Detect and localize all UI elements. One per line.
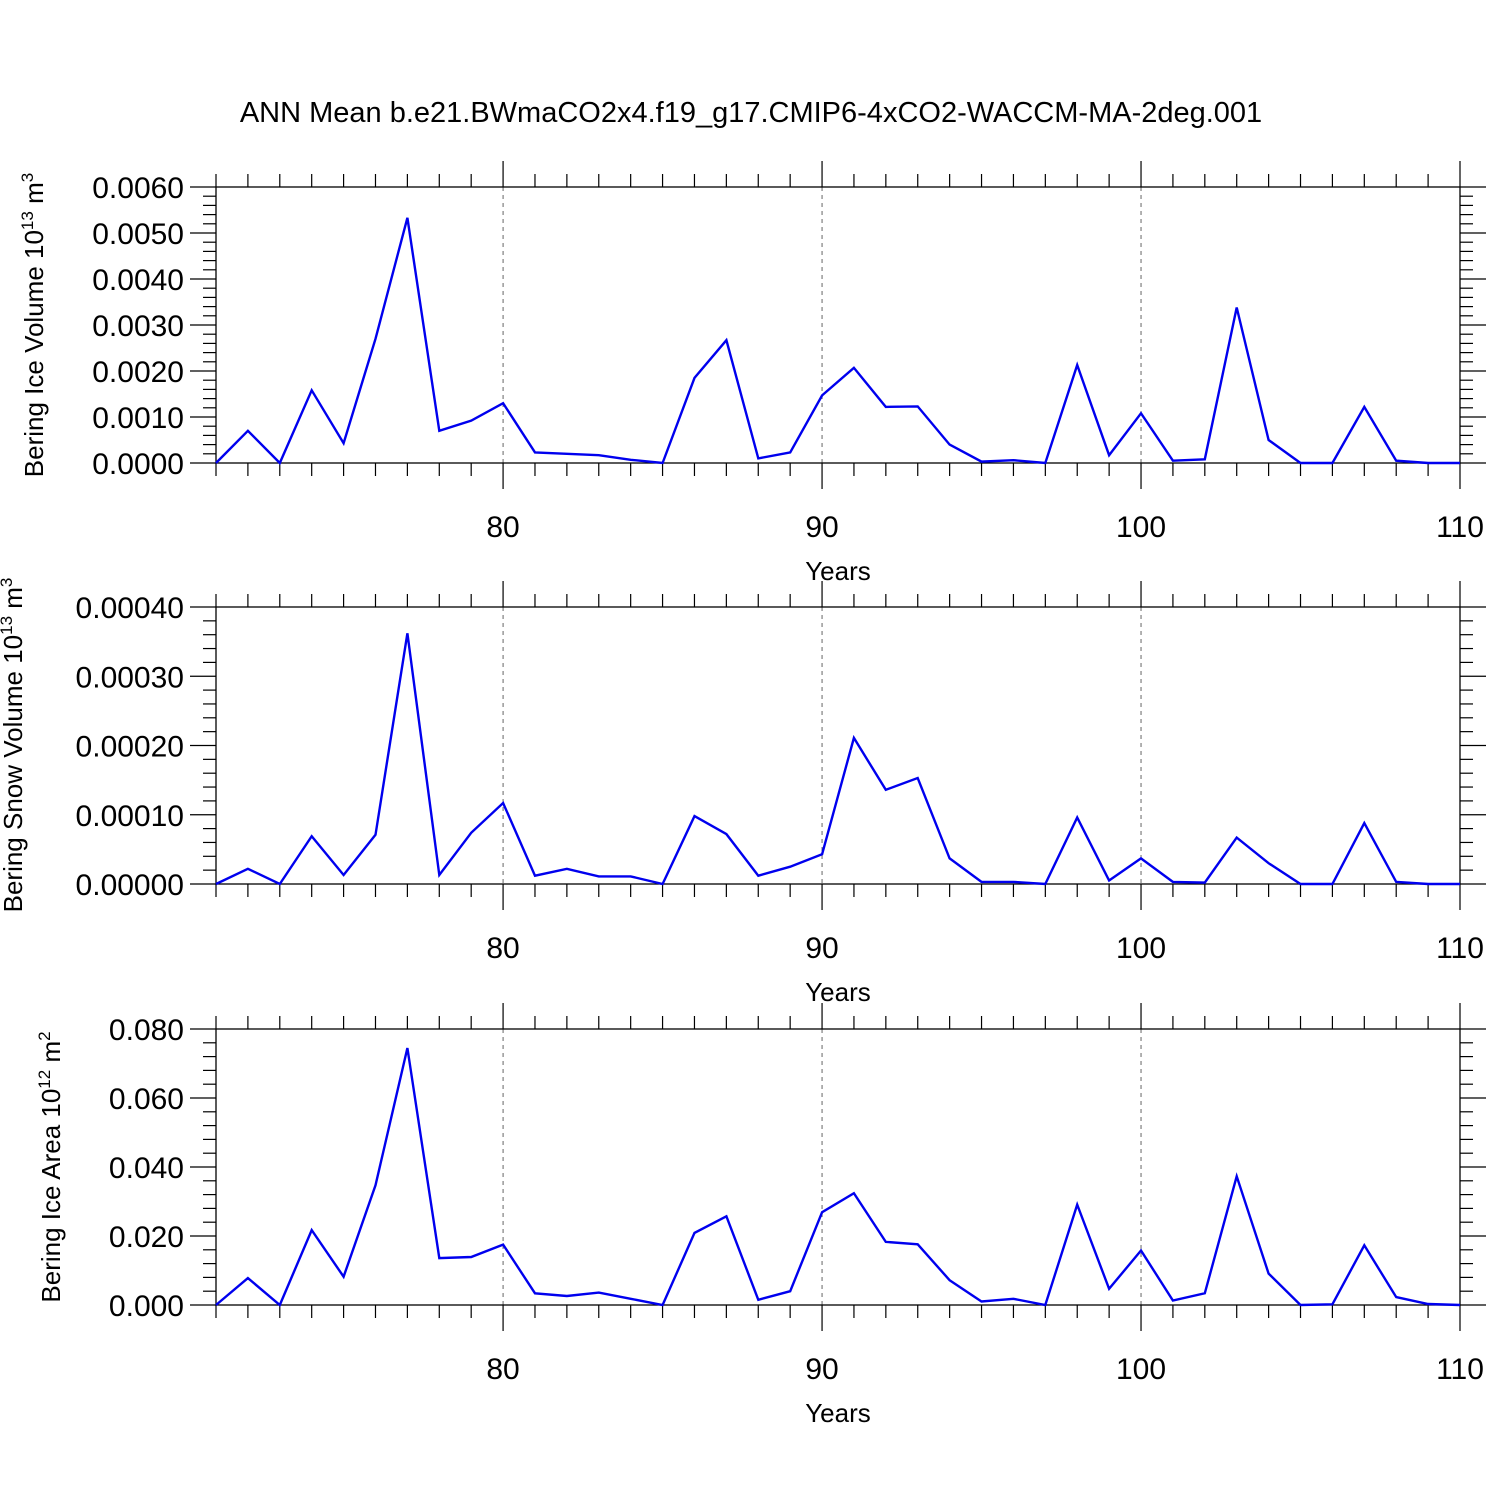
- y-axis-title: Bering Ice Area 1012 m2: [35, 1031, 66, 1302]
- y-tick-label: 0.020: [109, 1221, 184, 1254]
- panel-1: 80 90 100 110 Years 0.0000 0.0010 0.0020 0.0030 0…: [18, 161, 1486, 586]
- y-tick-label: 0.00000: [76, 869, 184, 902]
- y-tick-label: 0.080: [109, 1014, 184, 1047]
- x-tick-label: 80: [486, 511, 519, 544]
- y-axis-title: Bering Snow Volume 1013 m3: [0, 578, 28, 913]
- series-line: [215, 217, 1460, 466]
- x-tick-label: 110: [1436, 932, 1484, 965]
- y-axis-title: Bering Ice Volume 1013 m3: [18, 173, 49, 477]
- x-tick-label: 100: [1116, 511, 1166, 544]
- x-axis-title: Years: [805, 556, 871, 586]
- y-tick-label: 0.0010: [92, 402, 184, 435]
- panel-2: 80 90 100 110 Years 0.00000 0.00010 0.00020 0.00…: [0, 578, 1486, 1007]
- x-tick-label: 90: [805, 511, 838, 544]
- y-tick-label: 0.0040: [92, 264, 184, 297]
- x-axis-title: Years: [805, 977, 871, 1007]
- x-tick-label: 100: [1116, 1353, 1166, 1386]
- y-tick-label: 0.040: [109, 1152, 184, 1185]
- x-tick-label: 90: [805, 932, 838, 965]
- y-tick-label: 0.00010: [76, 800, 184, 833]
- x-tick-label: 110: [1436, 1353, 1484, 1386]
- series-line: [215, 1047, 1461, 1307]
- panel-3: 80 90 100 110 Years 0.000 0.020 0.040 0.060 0.080…: [35, 1003, 1486, 1428]
- plot-frame: [215, 606, 1461, 885]
- x-tick-label: 80: [486, 932, 519, 965]
- y-tick-label: 0.0050: [92, 218, 184, 251]
- y-tick-label: 0.000: [109, 1290, 184, 1323]
- x-axis-title: Years: [805, 1398, 871, 1428]
- x-tick-label: 90: [805, 1353, 838, 1386]
- y-tick-label: 0.00030: [76, 661, 184, 694]
- y-tick-label: 0.00040: [76, 592, 184, 625]
- x-tick-label: 100: [1116, 932, 1166, 965]
- y-tick-label: 0.0030: [92, 310, 184, 343]
- figure-title: ANN Mean b.e21.BWmaCO2x4.f19_g17.CMIP6-4…: [240, 97, 1262, 129]
- y-tick-label: 0.00020: [76, 731, 184, 764]
- x-tick-label: 110: [1436, 511, 1484, 544]
- y-tick-label: 0.0020: [92, 356, 184, 389]
- y-tick-label: 0.0000: [92, 448, 184, 481]
- plot-frame: [215, 186, 1461, 464]
- x-tick-label: 80: [486, 1353, 519, 1386]
- series-line: [215, 633, 1460, 886]
- y-tick-label: 0.060: [109, 1083, 184, 1116]
- y-tick-label: 0.0060: [92, 172, 184, 205]
